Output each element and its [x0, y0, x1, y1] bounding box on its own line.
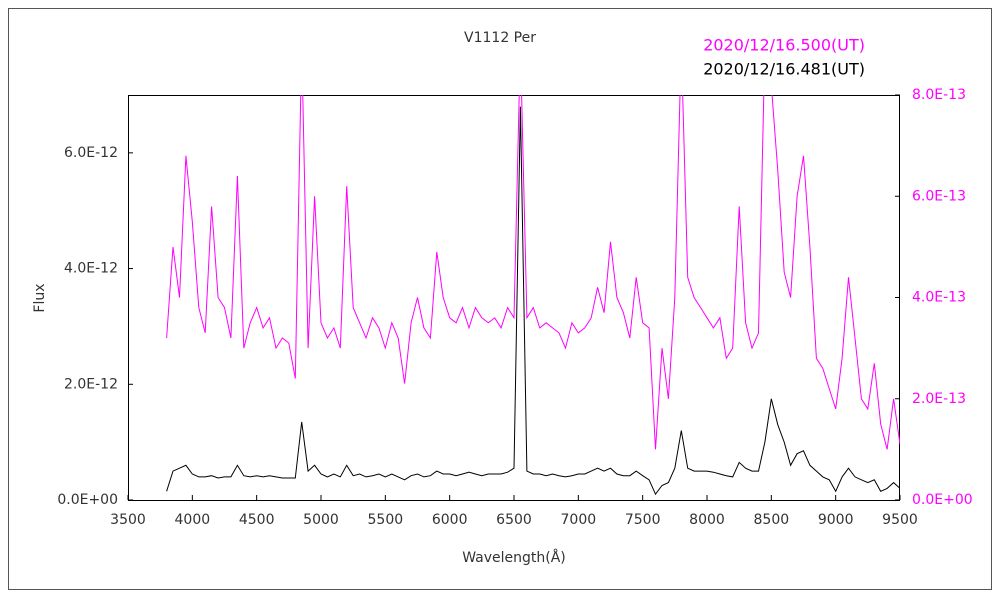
series-line: [166, 95, 900, 450]
x-tick-label: 6000: [432, 512, 468, 528]
y-tick-label: 2.0E-12: [64, 376, 118, 392]
y2-tick-label: 4.0E-13: [912, 290, 966, 306]
y-tick-label: 0.0E+00: [57, 492, 118, 508]
x-tick-label: 4000: [175, 512, 211, 528]
x-tick-label: 6500: [496, 512, 532, 528]
x-tick-label: 8000: [689, 512, 725, 528]
x-tick-label: 9000: [818, 512, 854, 528]
x-tick-label: 5000: [303, 512, 339, 528]
y2-tick-label: 2.0E-13: [912, 391, 966, 407]
x-tick-label: 4500: [239, 512, 275, 528]
y-tick-label: 6.0E-12: [64, 145, 118, 161]
x-tick-label: 9500: [882, 512, 918, 528]
x-tick-label: 5500: [368, 512, 404, 528]
x-tick-label: 7500: [625, 512, 661, 528]
x-tick-label: 8500: [754, 512, 790, 528]
x-tick-label: 7000: [561, 512, 597, 528]
frame: [8, 8, 992, 590]
y2-tick-label: 8.0E-13: [912, 87, 966, 103]
chart-title: V1112 Per: [464, 30, 536, 46]
y2-tick-label: 6.0E-13: [912, 188, 966, 204]
legend-label: 2020/12/16.481(UT): [703, 60, 865, 79]
y2-tick-label: 0.0E+00: [912, 492, 973, 508]
y-tick-label: 4.0E-12: [64, 261, 118, 277]
x-tick-label: 3500: [110, 512, 146, 528]
x-axis-label: Wavelength(Å): [462, 549, 566, 566]
legend-label: 2020/12/16.500(UT): [703, 36, 865, 55]
y-axis-label: Flux: [32, 283, 48, 312]
series-line: [166, 106, 900, 496]
